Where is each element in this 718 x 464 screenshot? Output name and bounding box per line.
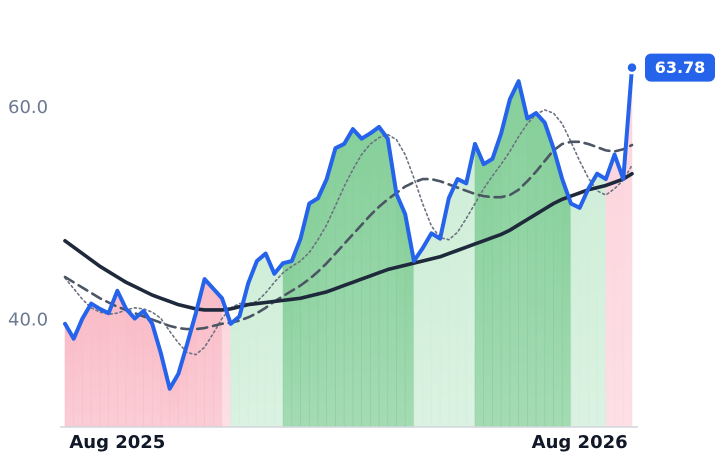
area-segment <box>413 247 423 428</box>
area-segment <box>544 122 554 428</box>
area-segment <box>535 112 546 428</box>
area-segment <box>465 143 476 428</box>
area-segment <box>125 308 136 428</box>
area-segment <box>588 172 598 428</box>
area-segment <box>378 126 389 428</box>
area-segment <box>256 252 266 428</box>
area-segment <box>518 81 528 428</box>
area-segment <box>614 154 624 428</box>
area-segment <box>500 99 511 428</box>
area-segment <box>492 133 502 428</box>
area-segment <box>483 158 493 428</box>
value-label: 63.78 <box>655 58 706 77</box>
area-segment <box>204 278 214 428</box>
area-segment <box>448 178 458 428</box>
line-layer <box>63 65 634 391</box>
area-segment <box>90 303 101 428</box>
area-segment <box>474 143 485 428</box>
area-segment <box>579 188 589 428</box>
area-segment <box>82 302 92 428</box>
area-segment <box>230 315 240 428</box>
area-segment <box>605 154 615 428</box>
y-tick-label: 40.0 <box>8 310 48 331</box>
y-tick-label: 60.0 <box>8 97 48 118</box>
area-segment <box>431 232 441 428</box>
area-layer <box>64 67 633 428</box>
area-segment <box>570 203 580 428</box>
area-segment <box>509 81 519 428</box>
area-segment <box>343 127 354 428</box>
area-segment <box>553 148 563 428</box>
area-segment <box>308 197 319 428</box>
area-segment <box>396 193 406 428</box>
value-badge <box>645 53 715 82</box>
area-segment <box>596 173 607 428</box>
area-segment <box>561 178 572 428</box>
last-point <box>625 60 639 75</box>
area-segment <box>143 310 153 428</box>
area-segment <box>291 238 301 428</box>
area-segment <box>274 262 284 428</box>
area-segment <box>457 178 467 428</box>
line-series <box>63 140 634 331</box>
area-segment <box>282 260 293 428</box>
area-segment <box>134 310 144 428</box>
area-segment <box>265 253 275 428</box>
x-tick-label: Aug 2026 <box>532 432 628 453</box>
area-segment <box>99 308 109 428</box>
area-segment <box>317 178 327 428</box>
line-series <box>63 171 634 312</box>
line-series <box>63 65 634 391</box>
x-tick-label: Aug 2025 <box>69 432 165 453</box>
area-segment <box>527 112 537 428</box>
